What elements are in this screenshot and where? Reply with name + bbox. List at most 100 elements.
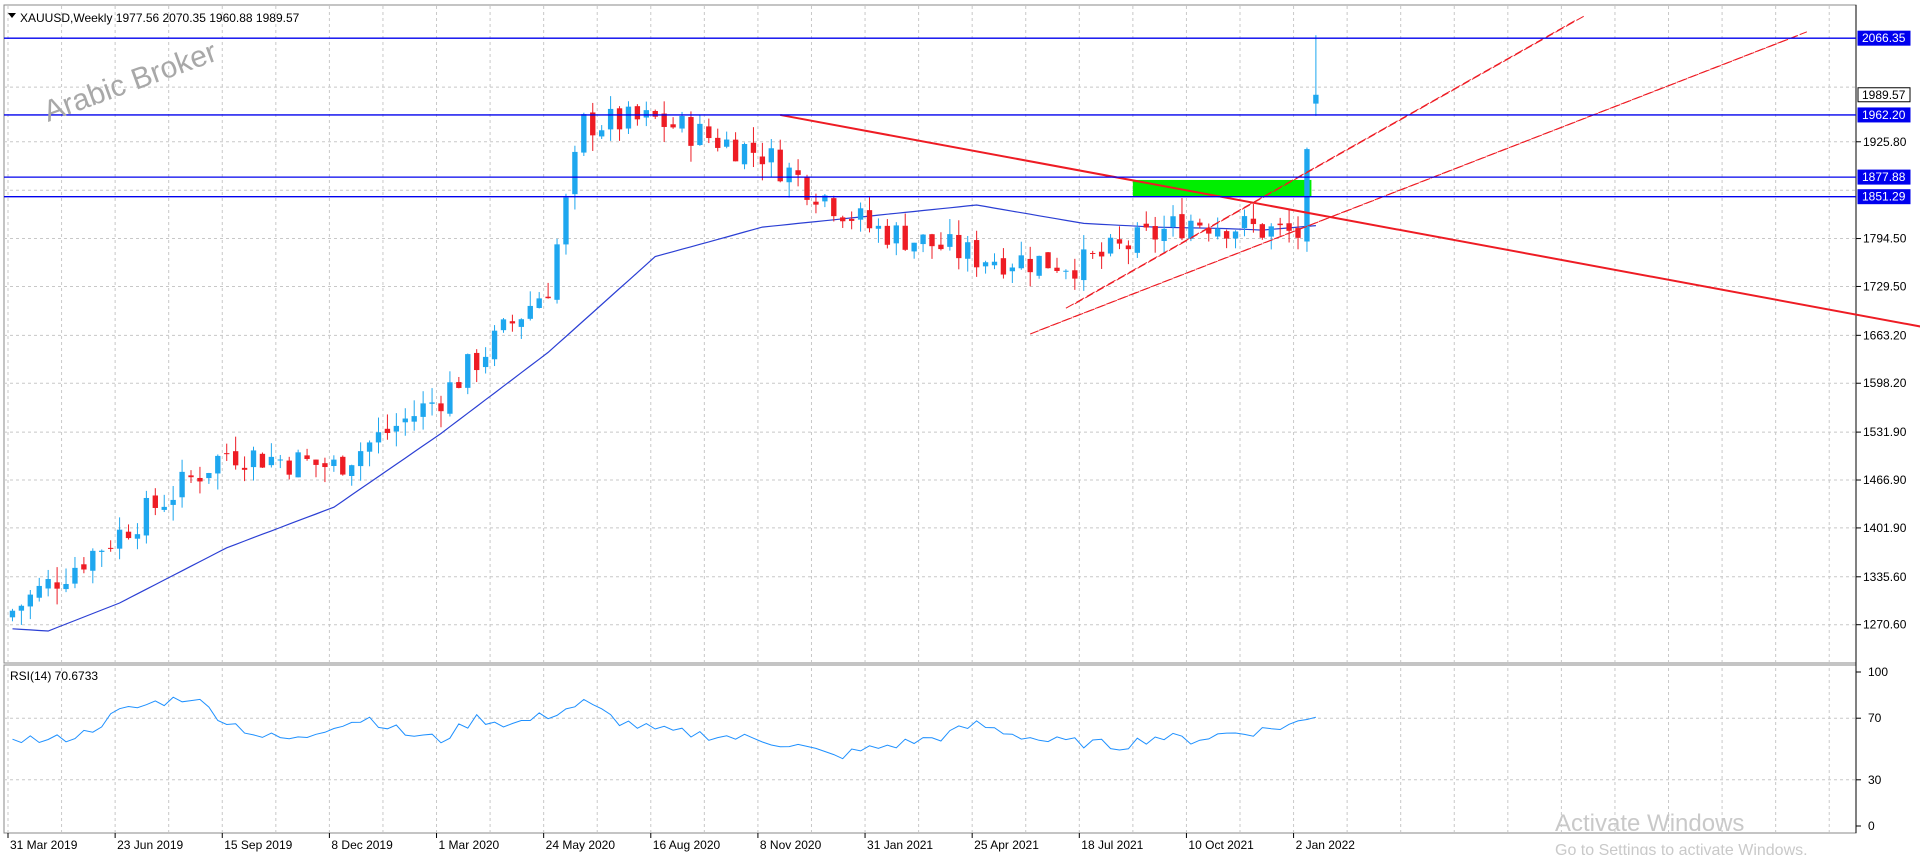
candle-bull xyxy=(643,110,649,118)
candle-bull xyxy=(947,234,953,247)
candle-bull xyxy=(697,123,703,146)
candle-bull xyxy=(116,529,123,549)
x-tick-label: 8 Dec 2019 xyxy=(331,838,393,852)
rsi-tick-label: 70 xyxy=(1868,711,1882,725)
candle-bear xyxy=(152,495,158,508)
candle-bull xyxy=(920,234,926,245)
x-tick-label: 23 Jun 2019 xyxy=(117,838,183,852)
candle-bull xyxy=(893,225,899,244)
candle-bear xyxy=(1054,267,1060,271)
price-label-box xyxy=(1857,30,1911,46)
candle-bull xyxy=(1009,267,1016,272)
candle-bear xyxy=(197,477,203,482)
candle-bear xyxy=(732,139,739,162)
candle-bear xyxy=(1116,239,1123,244)
x-tick-label: 31 Jan 2021 xyxy=(867,838,933,852)
candle-bull xyxy=(741,144,748,165)
candle-bear xyxy=(590,112,596,136)
descending-trendline xyxy=(780,113,1920,328)
candle-bull xyxy=(625,106,632,129)
candle-bull xyxy=(1241,216,1248,229)
candle-bull xyxy=(250,450,257,468)
x-tick-label: 24 May 2020 xyxy=(546,838,616,852)
price-label-box xyxy=(1857,169,1911,185)
rsi-line xyxy=(12,696,1317,760)
candle-bear xyxy=(804,176,810,200)
chevron-down-icon[interactable] xyxy=(8,13,16,18)
candle-bear xyxy=(54,582,60,589)
y-tick-label: 1794.50 xyxy=(1863,232,1907,246)
candle-bull xyxy=(206,473,212,479)
candle-bear xyxy=(286,460,292,475)
candle-bear xyxy=(340,456,346,475)
candle-bull xyxy=(143,497,150,536)
candle-bull xyxy=(607,108,614,130)
candle-bear xyxy=(1152,226,1158,240)
candle-bull xyxy=(1304,149,1310,242)
candle-bear xyxy=(322,463,328,468)
price-label: 1989.57 xyxy=(1862,88,1906,102)
rsi-title: RSI(14) 70.6733 xyxy=(10,669,98,683)
candle-bull xyxy=(420,403,426,417)
y-tick-label: 1466.90 xyxy=(1863,473,1907,487)
candle-bear xyxy=(474,352,480,371)
price-label: 1877.88 xyxy=(1862,170,1906,184)
candle-bear xyxy=(1179,214,1185,239)
rsi-line-path xyxy=(12,696,1317,760)
candle-bear xyxy=(188,475,194,478)
candle-bear xyxy=(1295,228,1301,238)
candle-bear xyxy=(1277,223,1283,226)
y-tick-label: 1663.20 xyxy=(1863,328,1907,342)
candle-bull xyxy=(1170,216,1176,227)
candle-bear xyxy=(670,124,676,128)
moving-average-line xyxy=(12,204,1316,632)
candle-bull xyxy=(527,305,533,319)
candle-bull xyxy=(402,418,408,423)
x-tick-label: 18 Jul 2021 xyxy=(1081,838,1143,852)
x-tick-label: 8 Nov 2020 xyxy=(760,838,822,852)
horizontal-levels xyxy=(4,37,1856,198)
candle-bear xyxy=(232,451,239,466)
candle-bull xyxy=(536,298,542,308)
candle-bear xyxy=(1286,223,1292,231)
x-tick-label: 31 Mar 2019 xyxy=(10,838,78,852)
candle-bull xyxy=(215,455,221,474)
candle-bear xyxy=(929,234,935,247)
y-tick-label: 1531.90 xyxy=(1863,425,1907,439)
candle-bear xyxy=(634,106,641,120)
price-label: 1962.20 xyxy=(1862,108,1906,122)
candle-bear xyxy=(884,225,891,245)
candle-bull xyxy=(911,242,917,252)
price-label-box xyxy=(1857,87,1911,103)
candle-bear xyxy=(866,210,873,229)
y-tick-label: 1925.80 xyxy=(1863,135,1907,149)
candle-bear xyxy=(1098,251,1105,257)
candle-bull xyxy=(1018,255,1024,269)
candle-bear xyxy=(706,126,712,139)
rsi-tick-label: 0 xyxy=(1868,819,1875,833)
candle-bear xyxy=(750,142,757,153)
candle-bull xyxy=(599,130,605,137)
candle-bull xyxy=(393,425,400,432)
symbol-header[interactable]: XAUUSD,Weekly 1977.56 2070.35 1960.88 19… xyxy=(8,11,300,25)
candle-bull xyxy=(1036,255,1042,276)
candle-bull xyxy=(554,244,560,300)
candle-bear xyxy=(840,217,846,222)
candle-bear xyxy=(107,547,114,549)
chart-title: XAUUSD,Weekly 1977.56 2070.35 1960.88 19… xyxy=(20,11,300,25)
candle-bear xyxy=(848,218,855,221)
x-tick-label: 10 Oct 2021 xyxy=(1188,838,1254,852)
candle-bull xyxy=(723,139,730,147)
candle-bear xyxy=(777,149,783,182)
candle-bull xyxy=(36,585,42,598)
candle-bear xyxy=(661,113,667,127)
candle-bull xyxy=(63,584,69,590)
candle-bear xyxy=(652,110,658,117)
candle-bear xyxy=(1197,222,1203,226)
candle-bull xyxy=(518,319,525,327)
candle-bear xyxy=(509,321,516,324)
candle-bull xyxy=(179,471,185,498)
candle-bull xyxy=(134,534,141,539)
